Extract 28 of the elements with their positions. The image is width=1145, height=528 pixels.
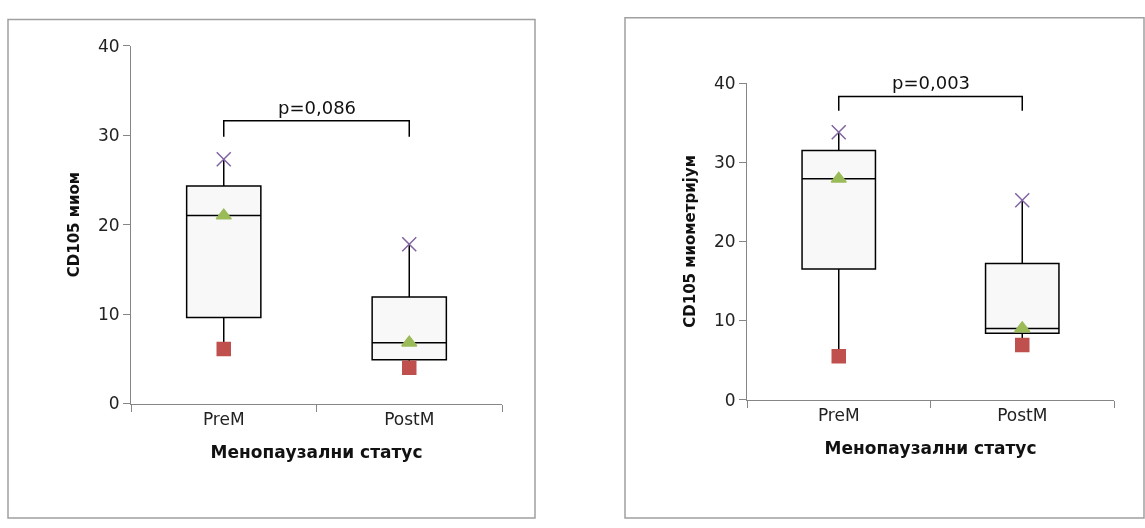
x-tick-label: PreM [817, 405, 860, 426]
x-tick-label: PostM [997, 405, 1048, 426]
annotation: p=0,003 [892, 72, 971, 93]
y-tick-label: 10 [713, 310, 736, 331]
x-tick-label: PostM [384, 408, 435, 429]
y-tick-label: 20 [713, 231, 736, 252]
point [216, 151, 232, 167]
y-tick-label: 10 [97, 303, 120, 324]
x-tick-label: PreM [202, 408, 245, 429]
point [1014, 192, 1030, 208]
y-tick-label: 40 [97, 35, 120, 56]
point [401, 236, 417, 252]
point [1015, 337, 1030, 353]
annotation: p=0,086 [278, 97, 357, 118]
point [831, 124, 847, 140]
y-tick-label: 20 [97, 214, 120, 235]
point [216, 341, 231, 357]
y-tick-label: 30 [713, 152, 736, 173]
y-axis-title: CD105 миометријум [681, 155, 700, 328]
y-tick-label: 30 [97, 125, 120, 146]
y-tick-label: 0 [108, 393, 120, 414]
y-tick-label: 40 [713, 73, 736, 94]
point [831, 348, 846, 364]
x-axis-title: Менопаузални статус [210, 442, 423, 463]
y-tick-label: 0 [724, 389, 736, 410]
x-axis-title: Менопаузални статус [824, 438, 1037, 459]
y-axis-title: CD105 миом [65, 171, 84, 278]
point [402, 360, 417, 375]
